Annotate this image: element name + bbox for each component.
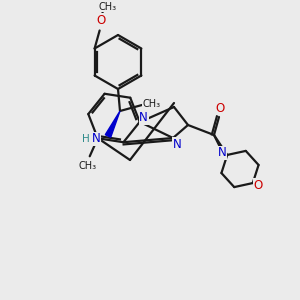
Text: O: O — [253, 178, 262, 192]
Text: H: H — [82, 134, 90, 144]
Text: CH₃: CH₃ — [99, 2, 117, 11]
Text: O: O — [96, 14, 105, 27]
Polygon shape — [105, 111, 120, 137]
Text: CH₃: CH₃ — [79, 161, 97, 171]
Text: CH₃: CH₃ — [143, 99, 161, 109]
Text: N: N — [92, 133, 100, 146]
Text: N: N — [139, 112, 148, 124]
Text: O: O — [215, 101, 225, 115]
Text: N: N — [218, 146, 226, 159]
Text: N: N — [172, 137, 182, 151]
